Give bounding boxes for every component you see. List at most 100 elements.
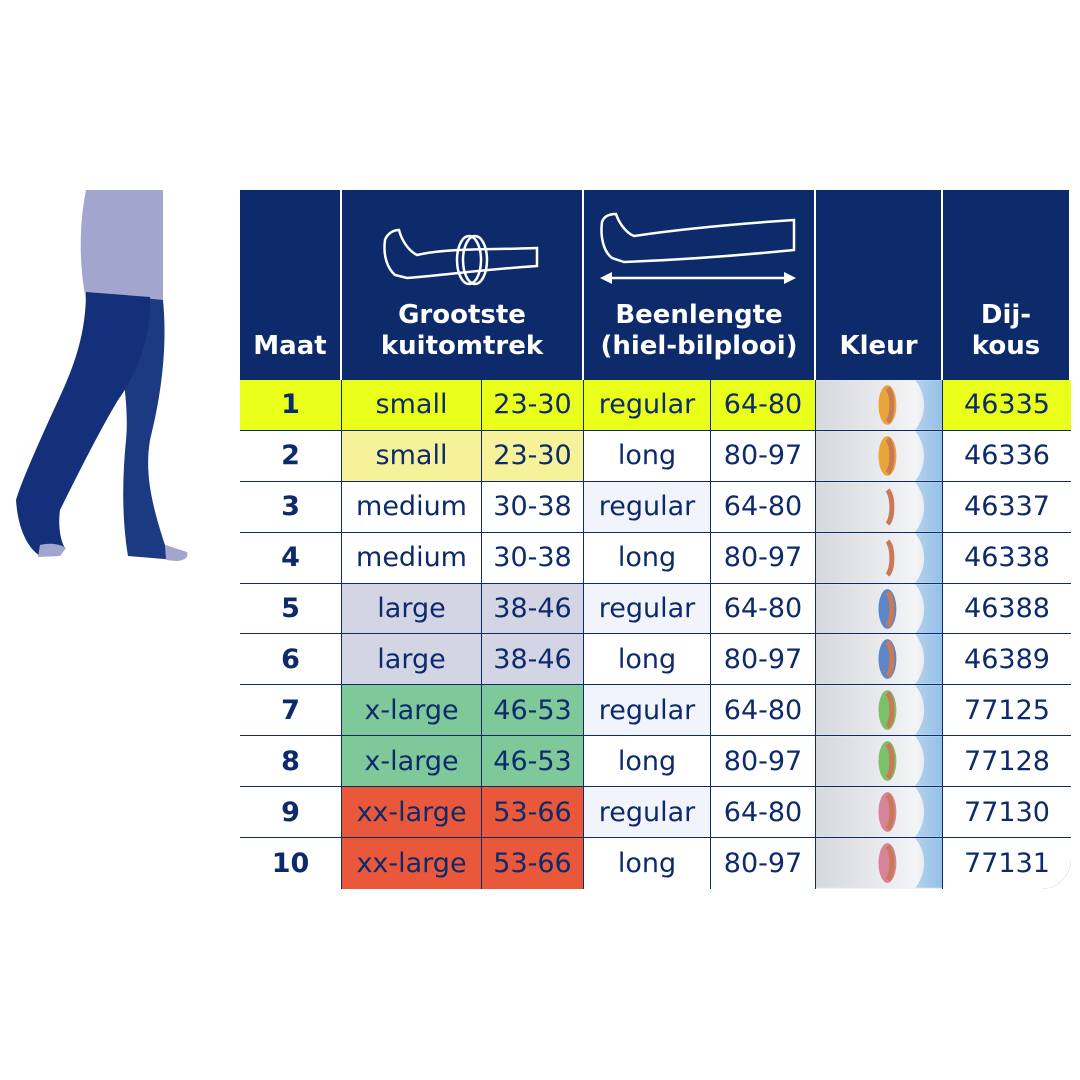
color-swatch-cell <box>816 736 943 788</box>
length-cell: regular <box>584 685 711 737</box>
calf-range-cell: 30-38 <box>482 532 584 584</box>
product-code-cell-text: 46335 <box>964 389 1050 421</box>
header-calf-line2: kuitomtrek <box>380 331 544 361</box>
size-cell: small <box>342 430 482 482</box>
calf-range-cell: 30-38 <box>482 481 584 533</box>
product-code-cell-text: 46337 <box>964 491 1050 523</box>
product-code-cell-text: 77125 <box>964 694 1050 726</box>
stocking-color-swatch-icon <box>816 634 942 685</box>
size-cell: small <box>342 380 482 431</box>
stocking-color-swatch-icon <box>816 380 942 430</box>
size-cell-text: large <box>377 593 446 624</box>
leg-length-icon <box>600 212 796 284</box>
calf-range-cell: 23-30 <box>482 380 584 431</box>
color-swatch-cell <box>816 634 943 686</box>
length-range-cell: 80-97 <box>711 736 816 788</box>
product-code-cell: 46389 <box>943 634 1071 686</box>
size-cell: large <box>342 583 482 635</box>
calf-range-cell: 23-30 <box>482 430 584 482</box>
size-cell: large <box>342 634 482 686</box>
calf-range-cell-text: 38-46 <box>493 593 572 624</box>
stocking-color-swatch-icon <box>816 532 942 583</box>
length-range-cell: 64-80 <box>711 481 816 533</box>
color-swatch-cell <box>816 532 943 584</box>
product-code-cell: 46388 <box>943 583 1071 635</box>
stocking-color-swatch-icon <box>816 481 942 532</box>
length-range-cell-text: 64-80 <box>723 593 803 624</box>
maat-cell: 5 <box>240 583 342 635</box>
length-cell: long <box>584 532 711 584</box>
maat-cell-text: 3 <box>281 491 300 523</box>
size-cell-text: xx-large <box>356 847 467 879</box>
header-dijkous-line2: kous <box>971 331 1041 361</box>
size-table: Maat Grootste kuitomtrek Beenlengte (hie… <box>240 190 1071 889</box>
maat-cell-text: 8 <box>281 745 300 777</box>
calf-range-cell-text: 23-30 <box>493 440 572 472</box>
stocking-color-swatch-icon <box>816 787 942 837</box>
color-swatch-cell <box>816 787 943 839</box>
length-range-cell-text: 64-80 <box>723 491 803 523</box>
length-cell: long <box>584 634 711 686</box>
calf-range-cell-text: 30-38 <box>493 491 572 523</box>
stocking-color-swatch-icon <box>816 431 942 481</box>
length-cell-text: long <box>617 643 677 675</box>
length-cell-text: regular <box>598 389 696 421</box>
length-cell: regular <box>584 583 711 635</box>
header-calf-line1: Grootste <box>398 300 526 330</box>
header-dijkous: Dij- kous <box>943 190 1071 380</box>
stocking-color-swatch-icon <box>816 838 942 889</box>
calf-range-cell-text: 46-53 <box>493 745 572 777</box>
maat-cell: 3 <box>240 481 342 533</box>
header-calf: Grootste kuitomtrek <box>342 190 584 380</box>
calf-range-cell-text: 30-38 <box>493 542 572 574</box>
size-cell-text: x-large <box>364 745 459 777</box>
maat-cell-text: 4 <box>281 542 300 574</box>
product-code-cell: 77125 <box>943 685 1071 737</box>
header-kleur-label: Kleur <box>839 331 918 361</box>
maat-cell-text: 5 <box>281 593 300 624</box>
calf-range-cell: 46-53 <box>482 736 584 788</box>
length-cell-text: long <box>617 847 677 879</box>
color-swatch-cell <box>816 430 943 482</box>
color-swatch-cell <box>816 685 943 737</box>
stocking-color-swatch-icon <box>816 583 942 634</box>
maat-cell: 7 <box>240 685 342 737</box>
length-range-cell-text: 64-80 <box>723 796 803 828</box>
hip-area <box>80 190 163 300</box>
maat-cell: 9 <box>240 787 342 839</box>
length-cell-text: regular <box>598 491 696 523</box>
maat-cell-text: 7 <box>281 694 300 726</box>
calf-range-cell-text: 23-30 <box>493 389 572 421</box>
calf-range-cell-text: 53-66 <box>493 847 572 879</box>
length-range-cell: 80-97 <box>711 430 816 482</box>
maat-cell-text: 9 <box>281 796 300 828</box>
size-cell: xx-large <box>342 787 482 839</box>
maat-cell: 10 <box>240 838 342 889</box>
length-cell: regular <box>584 481 711 533</box>
header-dijkous-line1: Dij- <box>980 300 1032 330</box>
header-maat-label: Maat <box>253 331 327 361</box>
size-cell-text: small <box>375 389 448 421</box>
calf-range-cell-text: 38-46 <box>493 643 572 675</box>
length-cell-text: regular <box>598 694 696 726</box>
size-cell-text: x-large <box>364 694 459 726</box>
length-range-cell-text: 80-97 <box>723 440 803 472</box>
length-cell: long <box>584 736 711 788</box>
header-leglength-line1: Beenlengte <box>615 300 783 330</box>
length-range-cell-text: 80-97 <box>723 745 803 777</box>
front-leg <box>16 292 151 556</box>
product-code-cell: 46335 <box>943 380 1071 431</box>
size-cell-text: small <box>375 440 448 472</box>
size-cell: x-large <box>342 736 482 788</box>
size-cell: medium <box>342 532 482 584</box>
product-code-cell: 77130 <box>943 787 1071 839</box>
calf-measure-icon <box>383 228 539 286</box>
maat-cell-text: 2 <box>281 440 300 472</box>
product-code-cell-text: 46338 <box>964 542 1050 574</box>
length-cell-text: long <box>617 440 677 472</box>
size-cell: medium <box>342 481 482 533</box>
stocking-color-swatch-icon <box>816 736 942 786</box>
header-kleur: Kleur <box>816 190 943 380</box>
length-range-cell: 64-80 <box>711 787 816 839</box>
maat-cell: 2 <box>240 430 342 482</box>
